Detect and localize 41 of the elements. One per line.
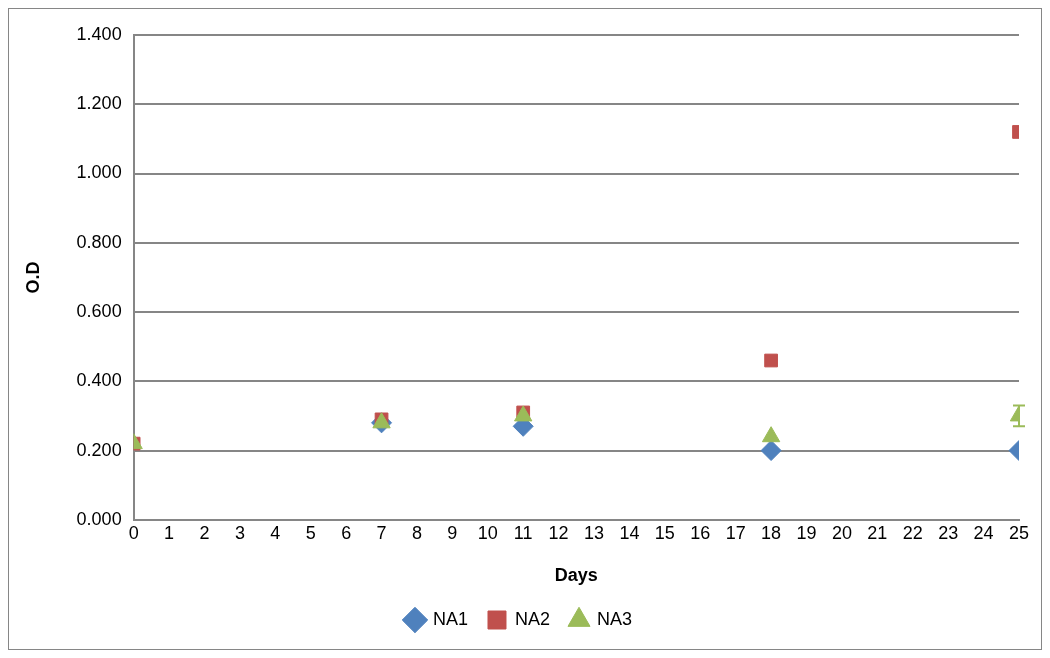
- x-tick-label: 17: [725, 522, 746, 543]
- x-tick-label: 2: [199, 522, 210, 543]
- x-tick-label: 1: [164, 522, 175, 543]
- point: [760, 440, 782, 462]
- x-tick-label: 13: [584, 522, 605, 543]
- legend-label: NA2: [514, 608, 551, 629]
- x-tick-label: 6: [341, 522, 352, 543]
- x-tick-label: 14: [619, 522, 640, 543]
- x-tick-label: 7: [376, 522, 387, 543]
- x-tick-label: 10: [477, 522, 498, 543]
- y-tick-label: 0.200: [76, 439, 122, 460]
- x-tick-label: 23: [938, 522, 959, 543]
- y-tick-label: 0.600: [76, 301, 122, 321]
- x-tick-label: 8: [411, 522, 422, 543]
- x-tick-label: 0: [128, 522, 139, 543]
- y-tick-label: 1.000: [76, 162, 122, 183]
- x-tick-label: 20: [831, 522, 852, 543]
- legend-label: NA1: [432, 608, 468, 629]
- x-tick-label: 22: [902, 522, 923, 543]
- y-tick-label: 0.800: [76, 231, 122, 252]
- x-tick-label: 12: [548, 522, 569, 543]
- x-tick-label: 5: [305, 522, 316, 543]
- x-tick-label: 25: [1008, 522, 1030, 543]
- x-tick-label: 4: [270, 522, 281, 543]
- y-tick-label: 0.400: [76, 370, 122, 391]
- x-tick-label: 16: [690, 522, 711, 543]
- x-tick-label: 18: [761, 522, 782, 543]
- x-tick-label: 24: [973, 522, 994, 543]
- x-axis-title: Days: [554, 565, 598, 586]
- x-tick-label: 3: [234, 522, 245, 543]
- x-tick-label: 15: [654, 522, 675, 543]
- x-tick-label: 9: [447, 522, 458, 543]
- y-axis-title: O.D: [22, 261, 43, 294]
- x-tick-label: 19: [796, 522, 817, 543]
- y-tick-label: 1.200: [76, 93, 122, 114]
- y-tick-label: 0.000: [76, 508, 122, 529]
- point: [764, 353, 778, 368]
- x-tick-label: 11: [513, 522, 533, 543]
- y-tick-label: 1.400: [76, 23, 122, 44]
- legend-label: NA3: [597, 608, 633, 629]
- x-tick-label: 21: [867, 522, 888, 543]
